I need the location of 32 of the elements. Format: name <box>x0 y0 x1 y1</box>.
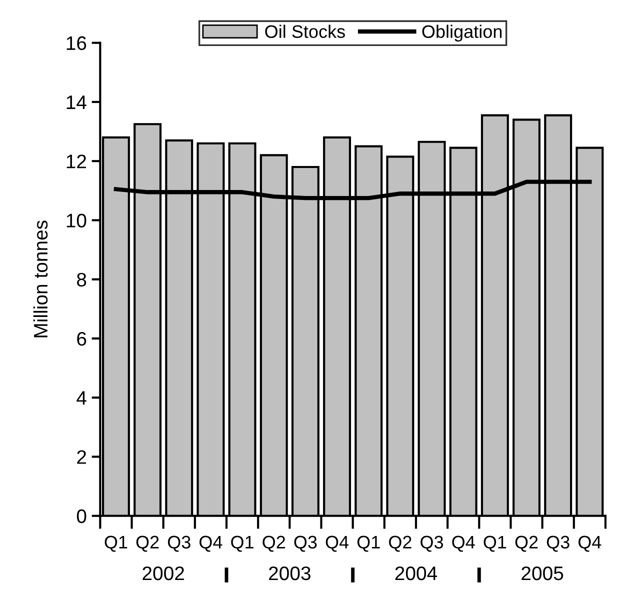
x-tick-label: Q2 <box>136 536 159 552</box>
y-tick-label: 0 <box>76 509 86 524</box>
x-tick-label: Q3 <box>294 536 317 552</box>
y-tick-label: 8 <box>77 272 86 287</box>
x-tick-label: Q2 <box>389 536 412 552</box>
x-tick-label: Q1 <box>484 536 506 552</box>
x-tick-label: Q1 <box>104 536 128 552</box>
text: 2002 <box>142 566 184 580</box>
legend-label: Oil Stocks <box>265 24 345 38</box>
legend-label: Obligation <box>422 24 502 42</box>
x-tick-label: Q2 <box>262 536 286 552</box>
text: 2004 <box>395 566 438 580</box>
x-tick-label: Q1 <box>231 536 254 552</box>
x-tick-label: Q1 <box>357 536 380 552</box>
x-tick-label: Q2 <box>515 536 538 552</box>
text: 2003 <box>269 566 310 580</box>
y-tick-label: 2 <box>77 450 86 464</box>
x-tick-label: Q4 <box>452 536 475 552</box>
y-axis-title: Million tonnes <box>33 220 48 338</box>
x-tick-label: Q3 <box>420 536 444 552</box>
x-tick-label: Q4 <box>200 536 222 552</box>
x-tick-label: Q3 <box>168 536 190 552</box>
y-tick-label: 14 <box>66 96 86 110</box>
x-tick-label: Q4 <box>578 536 602 552</box>
y-tick-label: 12 <box>66 154 86 168</box>
text: 2005 <box>522 566 564 580</box>
y-tick-label: 10 <box>66 214 86 228</box>
y-tick-label: 16 <box>66 36 86 50</box>
x-tick-label: Q3 <box>546 536 570 552</box>
y-tick-label: 6 <box>77 332 86 346</box>
x-tick-label: Q4 <box>326 536 349 552</box>
y-tick-label: 4 <box>76 391 86 405</box>
